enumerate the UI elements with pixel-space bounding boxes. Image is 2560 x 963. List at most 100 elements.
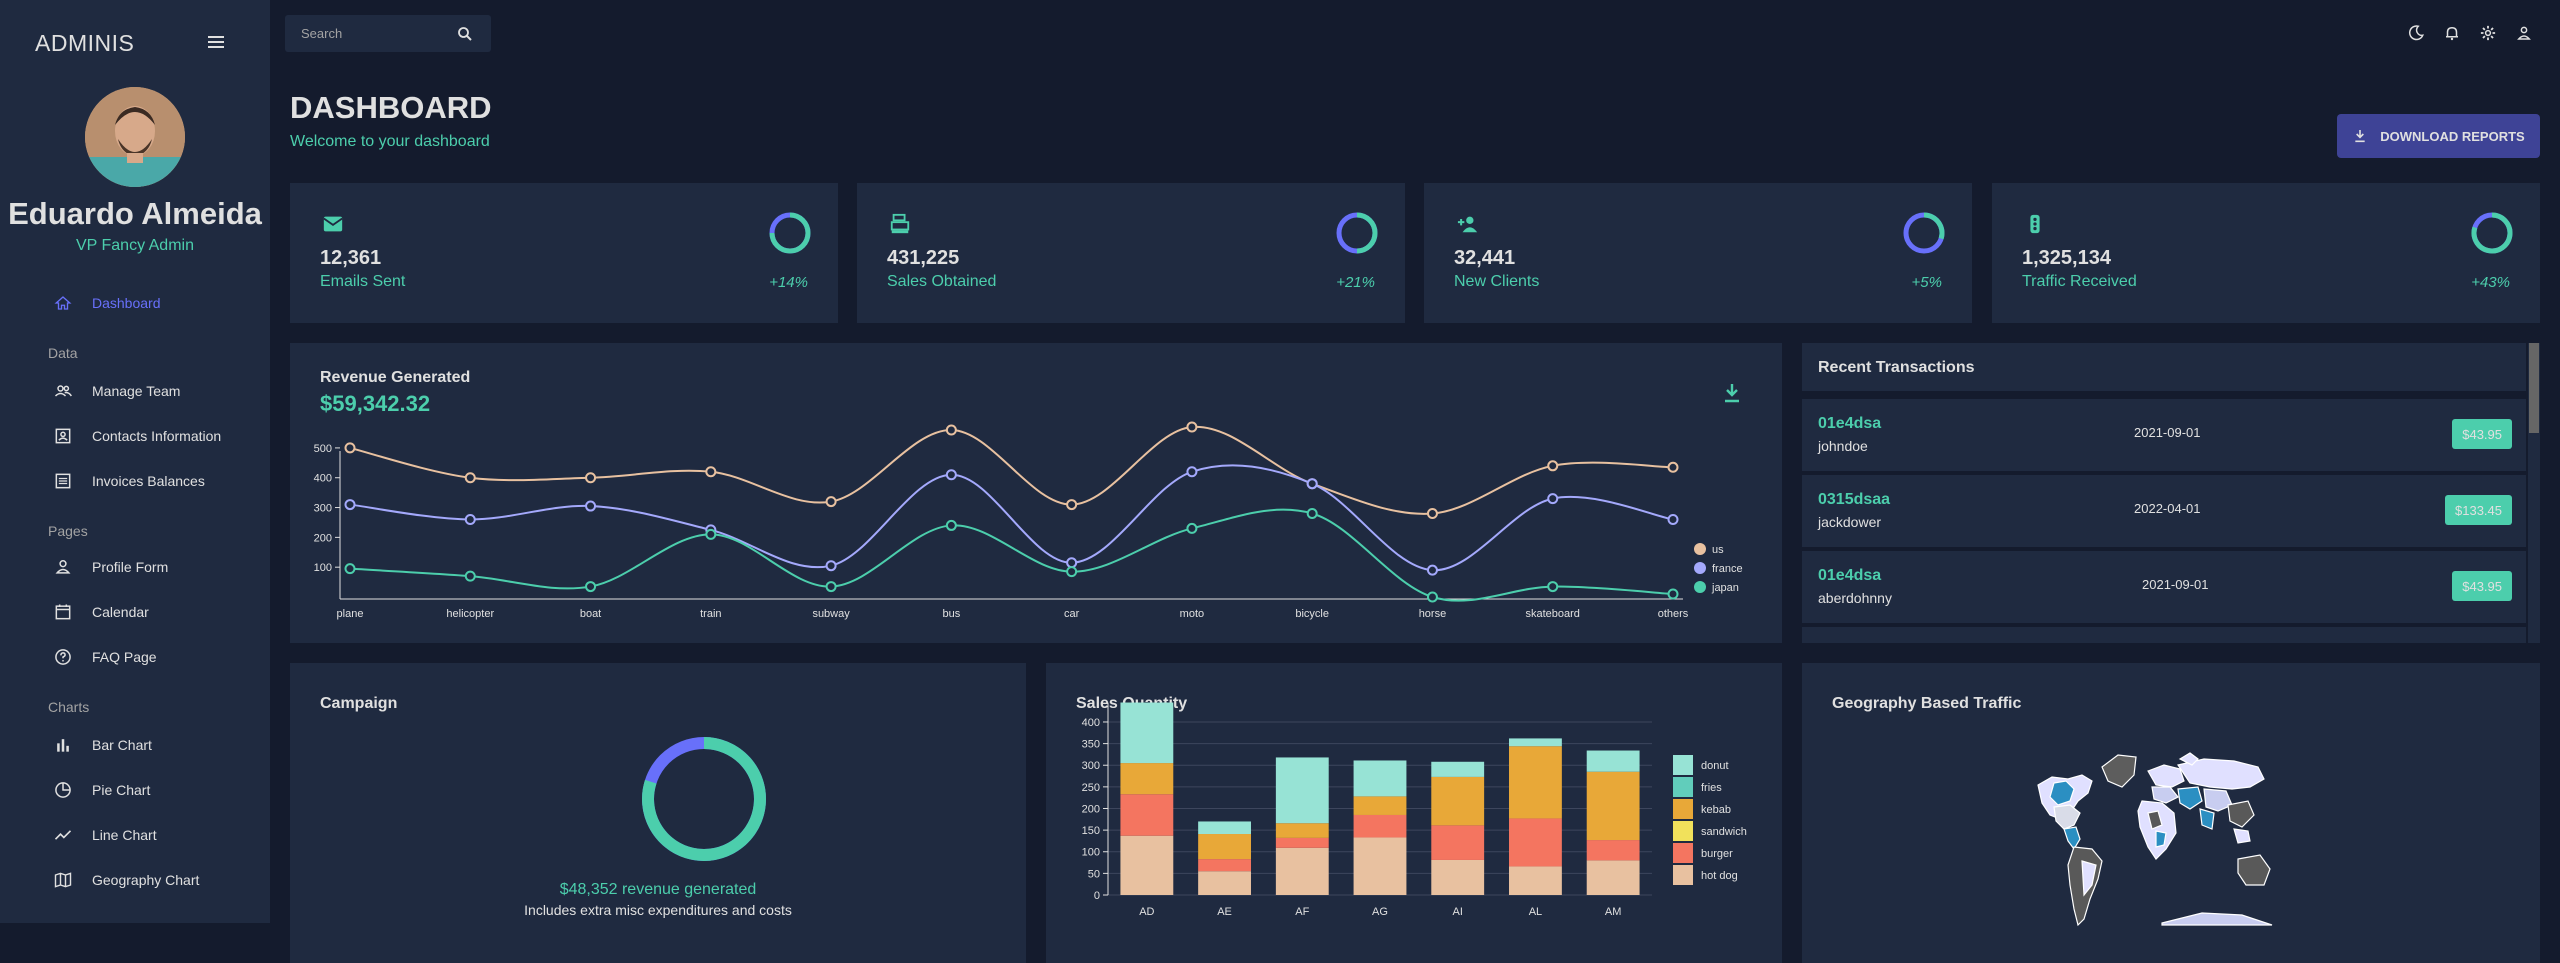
sidebar-item-manage-team[interactable]: Manage Team: [52, 376, 180, 406]
bar-segment-hot-dog: [1509, 866, 1562, 895]
transaction-cost[interactable]: $133.45: [2445, 495, 2512, 525]
x-tick-label: horse: [1419, 608, 1447, 620]
sidebar-item-contacts[interactable]: Contacts Information: [52, 421, 221, 451]
bar-segment-kebab: [1353, 796, 1407, 815]
stat-increase: +14%: [769, 274, 808, 291]
data-point: [464, 472, 476, 484]
x-tick-label: AI: [1453, 906, 1463, 918]
data-point: [825, 581, 837, 593]
bar-segment-hot-dog: [1275, 847, 1329, 895]
sidebar-item-line-chart[interactable]: Line Chart: [52, 820, 157, 850]
x-tick-label: plane: [337, 608, 364, 620]
data-point: [1547, 493, 1559, 505]
data-point: [1066, 557, 1078, 569]
bar-segment-kebab: [1431, 776, 1485, 826]
transaction-row-partial: [1802, 627, 2526, 643]
transaction-id: 01e4dsa: [1818, 415, 1882, 432]
transaction-cost[interactable]: $43.95: [2452, 571, 2512, 601]
contacts-icon: [52, 425, 74, 447]
y-tick-label: 500: [314, 443, 332, 455]
data-point: [1426, 564, 1438, 576]
data-point: [344, 563, 356, 575]
x-tick-label: skateboard: [1526, 608, 1580, 620]
stat-value: 1,325,134: [2022, 247, 2111, 269]
notifications-icon[interactable]: [2441, 22, 2463, 44]
download-reports-button[interactable]: DOWNLOAD REPORTS: [2337, 114, 2540, 158]
line-chart-icon: [52, 824, 74, 846]
data-point: [585, 581, 597, 593]
bar-segment-burger: [1120, 794, 1174, 836]
revenue-panel: Revenue Generated $59,342.32 100 200 300 40…: [290, 343, 1782, 643]
x-tick-label: helicopter: [446, 608, 494, 620]
bar-segment-kebab: [1198, 834, 1251, 860]
sidebar-item-label: Line Chart: [92, 827, 157, 843]
data-point: [1186, 466, 1198, 478]
bar-segment-hot-dog: [1120, 835, 1174, 895]
data-point: [705, 528, 717, 540]
legend-swatch: [1673, 755, 1693, 775]
sidebar-item-profile-form[interactable]: Profile Form: [52, 552, 168, 582]
transactions-scrollbar-thumb[interactable]: [2529, 343, 2539, 433]
sidebar: ADMINIS Eduardo Almeida VP Fancy Admin D…: [0, 0, 270, 923]
transaction-date: 2021-09-01: [2142, 577, 2209, 592]
y-tick-label: 100: [1082, 847, 1100, 859]
search-input[interactable]: [285, 26, 450, 41]
search-icon[interactable]: [450, 19, 480, 49]
menu-icon[interactable]: [206, 32, 226, 52]
y-tick-label: 0: [1094, 890, 1100, 902]
y-tick-label: 350: [1082, 739, 1100, 751]
sidebar-section-data: Data: [48, 345, 78, 361]
sidebar-item-label: Bar Chart: [92, 737, 152, 753]
bar-segment-hot-dog: [1198, 871, 1251, 895]
point-of-sale-icon: [889, 213, 911, 235]
dark-mode-icon[interactable]: [2405, 22, 2427, 44]
progress-ring: [1903, 212, 1945, 254]
x-tick-label: bus: [942, 608, 960, 620]
bar-segment-hot-dog: [1353, 837, 1407, 895]
y-tick-label: 100: [314, 562, 332, 574]
traffic-icon: [2024, 213, 2046, 235]
x-tick-label: AE: [1217, 906, 1232, 918]
progress-ring: [1336, 212, 1378, 254]
sidebar-item-pie-chart[interactable]: Pie Chart: [52, 775, 150, 805]
transaction-date: 2021-09-01: [2134, 425, 2201, 440]
bar-segment-kebab: [1275, 823, 1329, 838]
data-point: [1547, 460, 1559, 472]
bar-segment-burger: [1275, 837, 1329, 848]
y-tick-label: 300: [1082, 760, 1100, 772]
sidebar-item-geography-chart[interactable]: Geography Chart: [52, 865, 199, 895]
sidebar-item-label: Pie Chart: [92, 782, 151, 798]
bar-segment-donut: [1431, 761, 1485, 777]
stat-label: Emails Sent: [320, 273, 406, 290]
sidebar-item-dashboard[interactable]: Dashboard: [52, 288, 161, 318]
sidebar-item-faq[interactable]: FAQ Page: [52, 642, 157, 672]
user-role: VP Fancy Admin: [76, 237, 194, 254]
receipt-icon: [52, 470, 74, 492]
sidebar-item-calendar[interactable]: Calendar: [52, 597, 149, 627]
transaction-user: jackdower: [1818, 514, 1882, 530]
sidebar-item-label: Contacts Information: [92, 428, 222, 444]
sidebar-item-bar-chart[interactable]: Bar Chart: [52, 730, 152, 760]
sales-bar-chart: 0 50 100 150 200 250 300 350 400 AD AE AF AG AI AL AM do…: [1082, 702, 1747, 918]
bar-segment-donut: [1120, 702, 1174, 764]
data-point: [1667, 588, 1679, 600]
bar-segment-hot-dog: [1586, 860, 1640, 895]
profile-icon[interactable]: [2513, 22, 2535, 44]
campaign-ring-progress: [642, 737, 766, 861]
x-tick-label: AF: [1295, 906, 1309, 918]
y-tick-label: 250: [1082, 782, 1100, 794]
settings-icon[interactable]: [2477, 22, 2499, 44]
data-point: [945, 469, 957, 481]
data-point: [464, 570, 476, 582]
page-subtitle: Welcome to your dashboard: [290, 133, 490, 150]
transaction-date: 2022-04-01: [2134, 501, 2201, 516]
transaction-cost[interactable]: $43.95: [2452, 419, 2512, 449]
data-point: [1667, 461, 1679, 473]
stat-label: New Clients: [1454, 273, 1540, 290]
sidebar-item-invoices[interactable]: Invoices Balances: [52, 466, 205, 496]
transactions-header: Recent Transactions: [1802, 343, 2526, 395]
y-tick-label: 400: [1082, 717, 1100, 729]
campaign-title: Campaign: [320, 695, 398, 712]
revenue-title: Revenue Generated: [320, 369, 471, 386]
download-icon[interactable]: [1720, 381, 1744, 405]
